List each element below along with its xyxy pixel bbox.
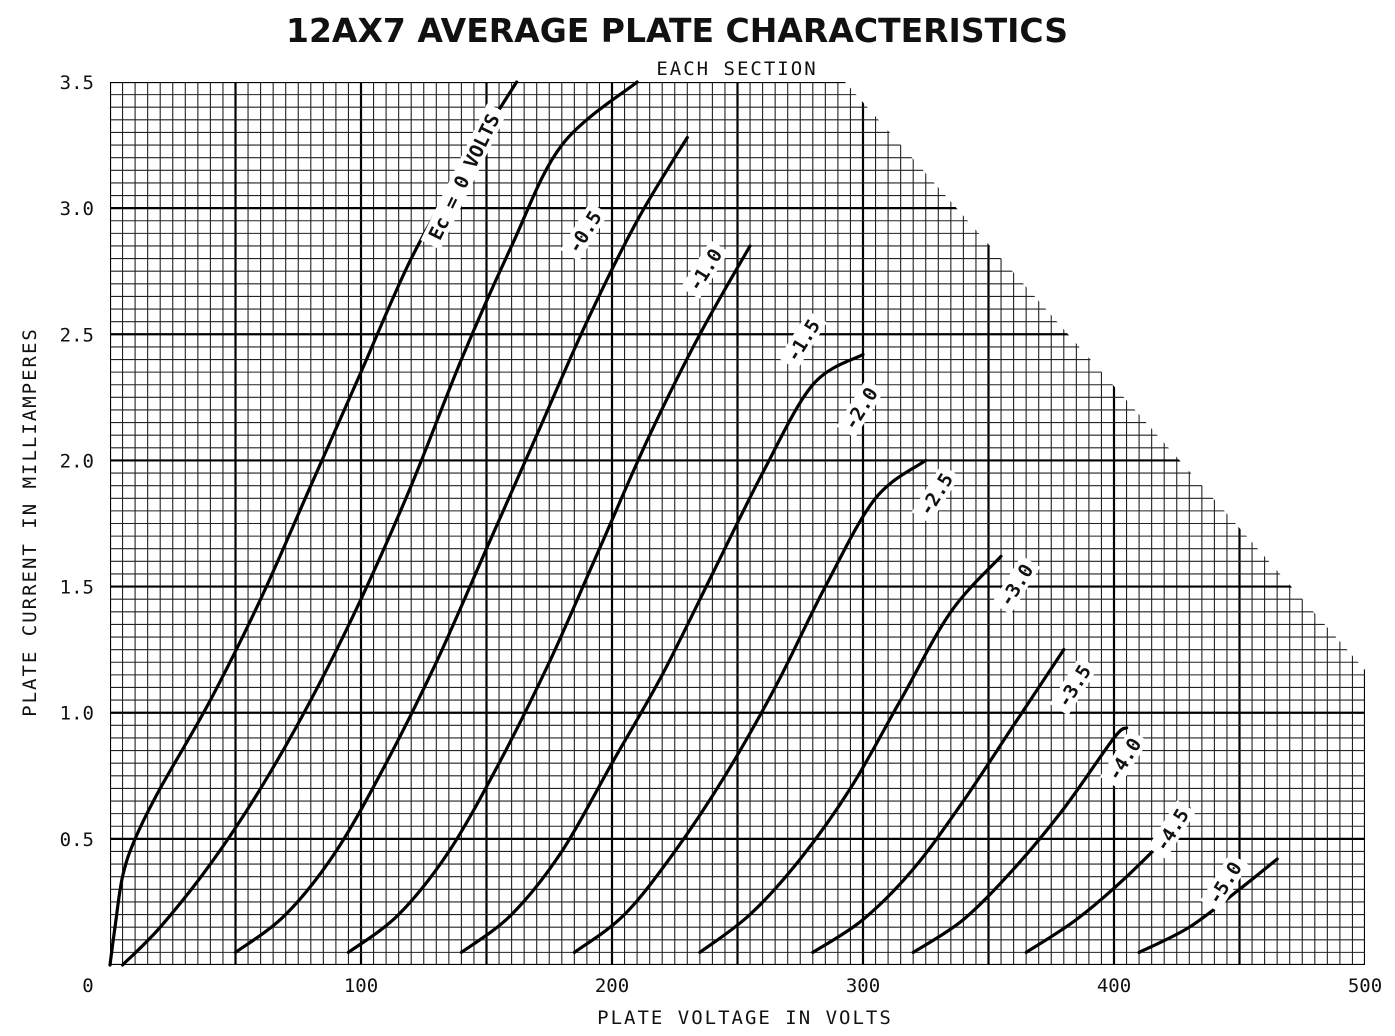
chart-subtitle: EACH SECTION xyxy=(656,58,817,80)
curve-label: -1.5 xyxy=(778,310,827,370)
x-tick-label: 500 xyxy=(1348,975,1382,997)
curve-label: -3.0 xyxy=(991,555,1041,615)
curve-label-background xyxy=(1200,853,1249,913)
x-tick-label: 0 xyxy=(82,975,93,997)
y-tick-label: 0.5 xyxy=(60,829,94,851)
y-tick-label: 2.5 xyxy=(60,324,94,346)
plate-curve xyxy=(911,726,1129,954)
y-tick-label: 3.5 xyxy=(60,72,94,94)
plate-curve xyxy=(233,135,689,954)
curve-label: -0.5 xyxy=(560,202,609,262)
curve-label-background xyxy=(911,464,960,524)
curve-label: Ec = 0 VOLTS xyxy=(420,103,507,250)
x-tick-label: 200 xyxy=(595,975,629,997)
y-tick-label: 3.0 xyxy=(60,198,94,220)
curve-label: -5.0 xyxy=(1200,853,1249,913)
curve-label-background xyxy=(836,378,885,438)
plate-curve xyxy=(811,648,1066,954)
curve-label-background xyxy=(1099,729,1149,789)
x-axis-label: PLATE VOLTAGE IN VOLTS xyxy=(597,1007,893,1029)
curve-label-background xyxy=(680,240,730,300)
x-axis-ticks: 0 100 200 300 400 500 xyxy=(82,975,1382,997)
chart-grid xyxy=(110,82,1365,965)
curve-label: -2.0 xyxy=(836,378,885,438)
curve-labels: Ec = 0 VOLTS -0.5-1.0-1.5-2.0-2.5-3.0-3.5… xyxy=(420,103,1249,913)
plate-curve xyxy=(698,554,1003,954)
y-tick-label: 1.5 xyxy=(60,577,94,599)
y-tick-label: 1.0 xyxy=(60,703,94,725)
curve-label-background xyxy=(1147,800,1196,860)
plate-curve xyxy=(120,80,639,967)
y-axis-label: PLATE CURRENT IN MILLIAMPERES xyxy=(19,327,41,717)
plate-curve xyxy=(1137,857,1279,954)
curve-label-background xyxy=(778,310,827,370)
plate-curve xyxy=(346,244,752,954)
y-axis-ticks: 0.5 1.0 1.5 2.0 2.5 3.0 3.5 xyxy=(60,72,94,851)
y-tick-label: 2.0 xyxy=(60,450,94,472)
plate-curve xyxy=(572,458,928,954)
curve-label-background xyxy=(1049,656,1098,716)
x-tick-label: 400 xyxy=(1097,975,1131,997)
plate-curve xyxy=(459,352,865,954)
x-tick-label: 100 xyxy=(344,975,378,997)
x-tick-label: 300 xyxy=(846,975,880,997)
curve-label-background xyxy=(991,555,1041,615)
chart-title: 12AX7 AVERAGE PLATE CHARACTERISTICS xyxy=(286,11,1068,50)
curve-label-background xyxy=(420,103,507,250)
curve-label-background xyxy=(560,202,609,262)
curve-label: -3.5 xyxy=(1049,656,1098,716)
